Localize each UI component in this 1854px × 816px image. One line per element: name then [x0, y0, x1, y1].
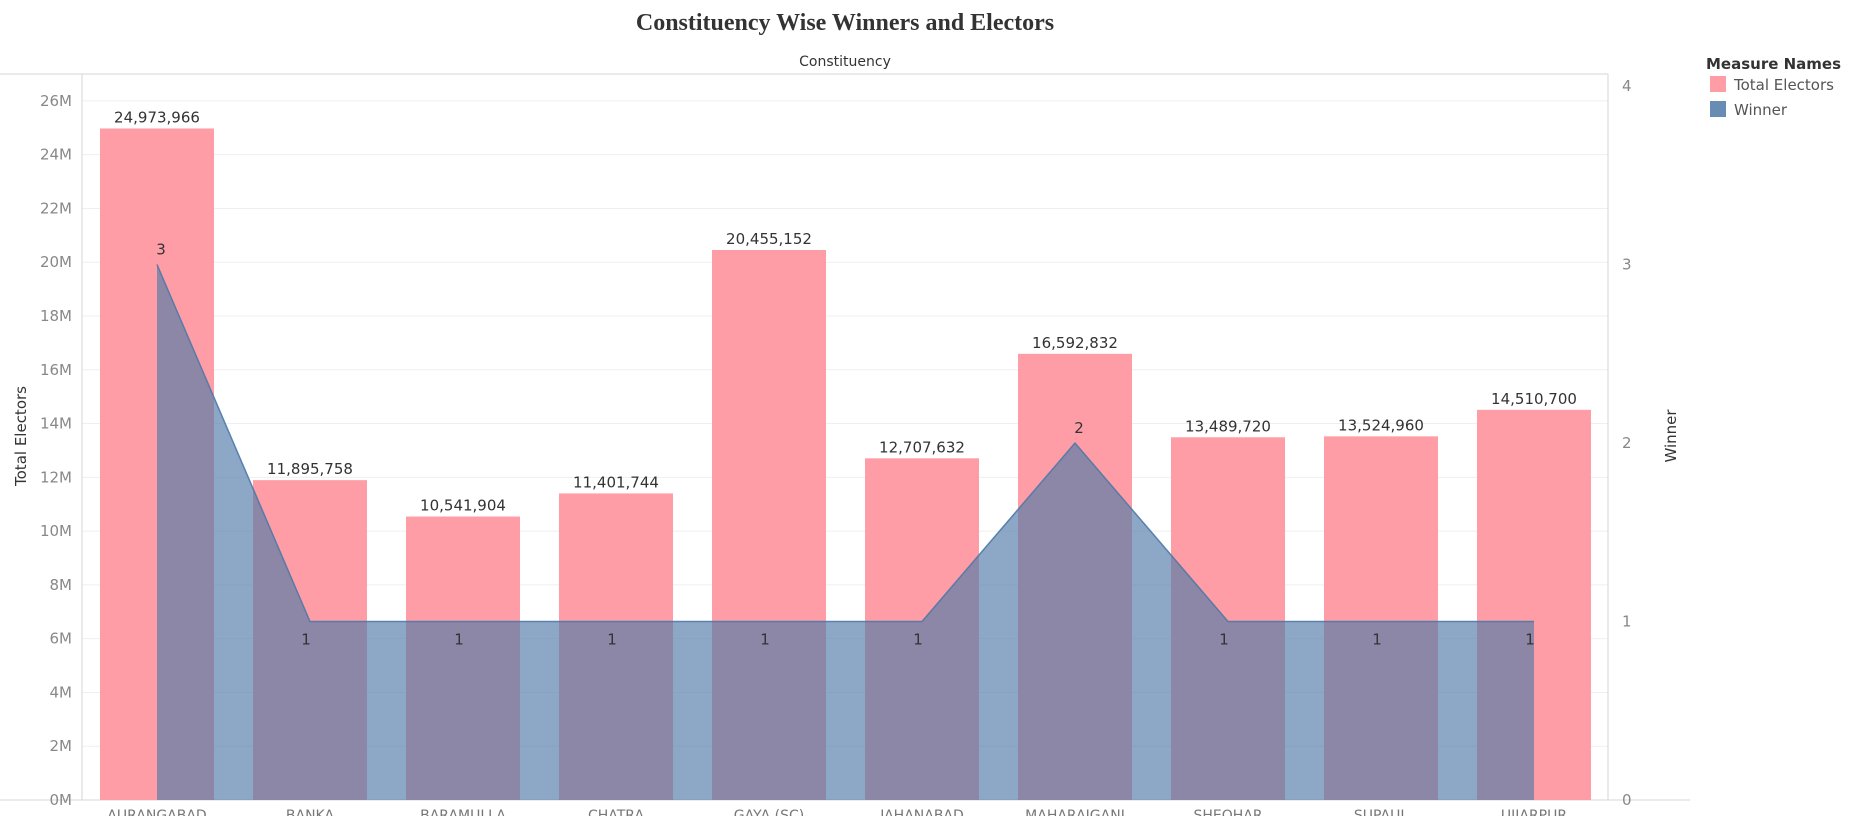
- left-tick-label: 26M: [40, 92, 72, 110]
- winner-value-label: 1: [607, 631, 617, 649]
- winner-value-label: 1: [760, 631, 770, 649]
- left-tick-label: 2M: [50, 737, 73, 755]
- right-tick-label: 3: [1622, 256, 1632, 274]
- category-label: JAHANABAD: [879, 808, 964, 816]
- bar-value-label: 13,524,960: [1338, 416, 1424, 434]
- legend-swatch-winner: [1710, 101, 1726, 117]
- category-label: CHATRA: [588, 808, 645, 816]
- left-tick-label: 4M: [50, 683, 73, 701]
- bar-value-label: 12,707,632: [879, 438, 965, 456]
- left-tick-label: 6M: [50, 630, 73, 648]
- left-tick-label: 10M: [40, 522, 72, 540]
- legend: Measure Names Total Electors Winner: [1706, 55, 1841, 119]
- left-tick-label: 18M: [40, 307, 72, 325]
- left-tick-label: 22M: [40, 199, 72, 217]
- bar-value-label: 16,592,832: [1032, 334, 1118, 352]
- winner-line: [156, 264, 1534, 623]
- data-labels: 24,973,966 11,895,758 10,541,904 11,401,744…: [114, 108, 1577, 648]
- winner-area-fill: [157, 264, 1534, 800]
- left-tick-label: 14M: [40, 415, 72, 433]
- legend-item-winner: Winner: [1734, 101, 1788, 119]
- right-tick-label: 4: [1622, 77, 1632, 95]
- winner-value-label: 1: [1219, 631, 1229, 649]
- bar-value-label: 20,455,152: [726, 230, 812, 248]
- category-label: BARAMULLA: [420, 808, 506, 816]
- bar-value-label: 13,489,720: [1185, 417, 1271, 435]
- left-tick-label: 0M: [50, 791, 73, 809]
- winner-value-label: 1: [301, 631, 311, 649]
- category-label: GAYA (SC): [734, 808, 804, 816]
- bar-value-label: 10,541,904: [420, 497, 506, 515]
- left-tick-label: 16M: [40, 361, 72, 379]
- bar-value-label: 14,510,700: [1491, 390, 1577, 408]
- legend-swatch-total-electors: [1710, 76, 1726, 92]
- winner-area: [156, 264, 1534, 800]
- winner-value-label: 3: [156, 241, 166, 259]
- left-tick-label: 20M: [40, 253, 72, 271]
- winner-value-label: 1: [1525, 631, 1535, 649]
- left-axis-ticks: 0M 2M 4M 6M 8M 10M 12M 14M 16M 18M 20M 22M 24M 26M: [40, 92, 72, 809]
- legend-item-total-electors: Total Electors: [1733, 76, 1834, 94]
- category-labels: AURANGABAD BANKA BARAMULLA CHATRA GAYA (SC) J…: [107, 808, 1567, 816]
- winner-value-label: 1: [454, 631, 464, 649]
- category-label: MAHARAJGANJ: [1025, 808, 1125, 816]
- category-label: SHEOHAR: [1193, 808, 1262, 816]
- winner-value-label: 1: [1372, 631, 1382, 649]
- bar-value-label: 11,401,744: [573, 473, 659, 491]
- left-tick-label: 24M: [40, 146, 72, 164]
- category-label: AURANGABAD: [107, 808, 206, 816]
- category-label: UJIARPUR: [1501, 808, 1567, 816]
- winner-value-label: 1: [913, 631, 923, 649]
- right-axis-title: Winner: [1662, 409, 1680, 463]
- right-tick-label: 1: [1622, 613, 1632, 631]
- chart-title: Constituency Wise Winners and Electors: [636, 10, 1054, 36]
- bar-value-label: 24,973,966: [114, 108, 200, 126]
- legend-title: Measure Names: [1706, 55, 1841, 73]
- column-header: Constituency: [799, 54, 891, 70]
- category-label: SUPAUL: [1354, 808, 1409, 816]
- bar-value-label: 11,895,758: [267, 460, 353, 478]
- right-tick-label: 0: [1622, 791, 1632, 809]
- category-label: BANKA: [286, 808, 335, 816]
- left-tick-label: 8M: [50, 576, 73, 594]
- winner-value-label: 2: [1074, 419, 1084, 437]
- right-axis-ticks: 0 1 2 3 4: [1622, 77, 1632, 809]
- left-axis-title: Total Electors: [12, 386, 30, 487]
- right-tick-label: 2: [1622, 434, 1632, 452]
- left-tick-label: 12M: [40, 468, 72, 486]
